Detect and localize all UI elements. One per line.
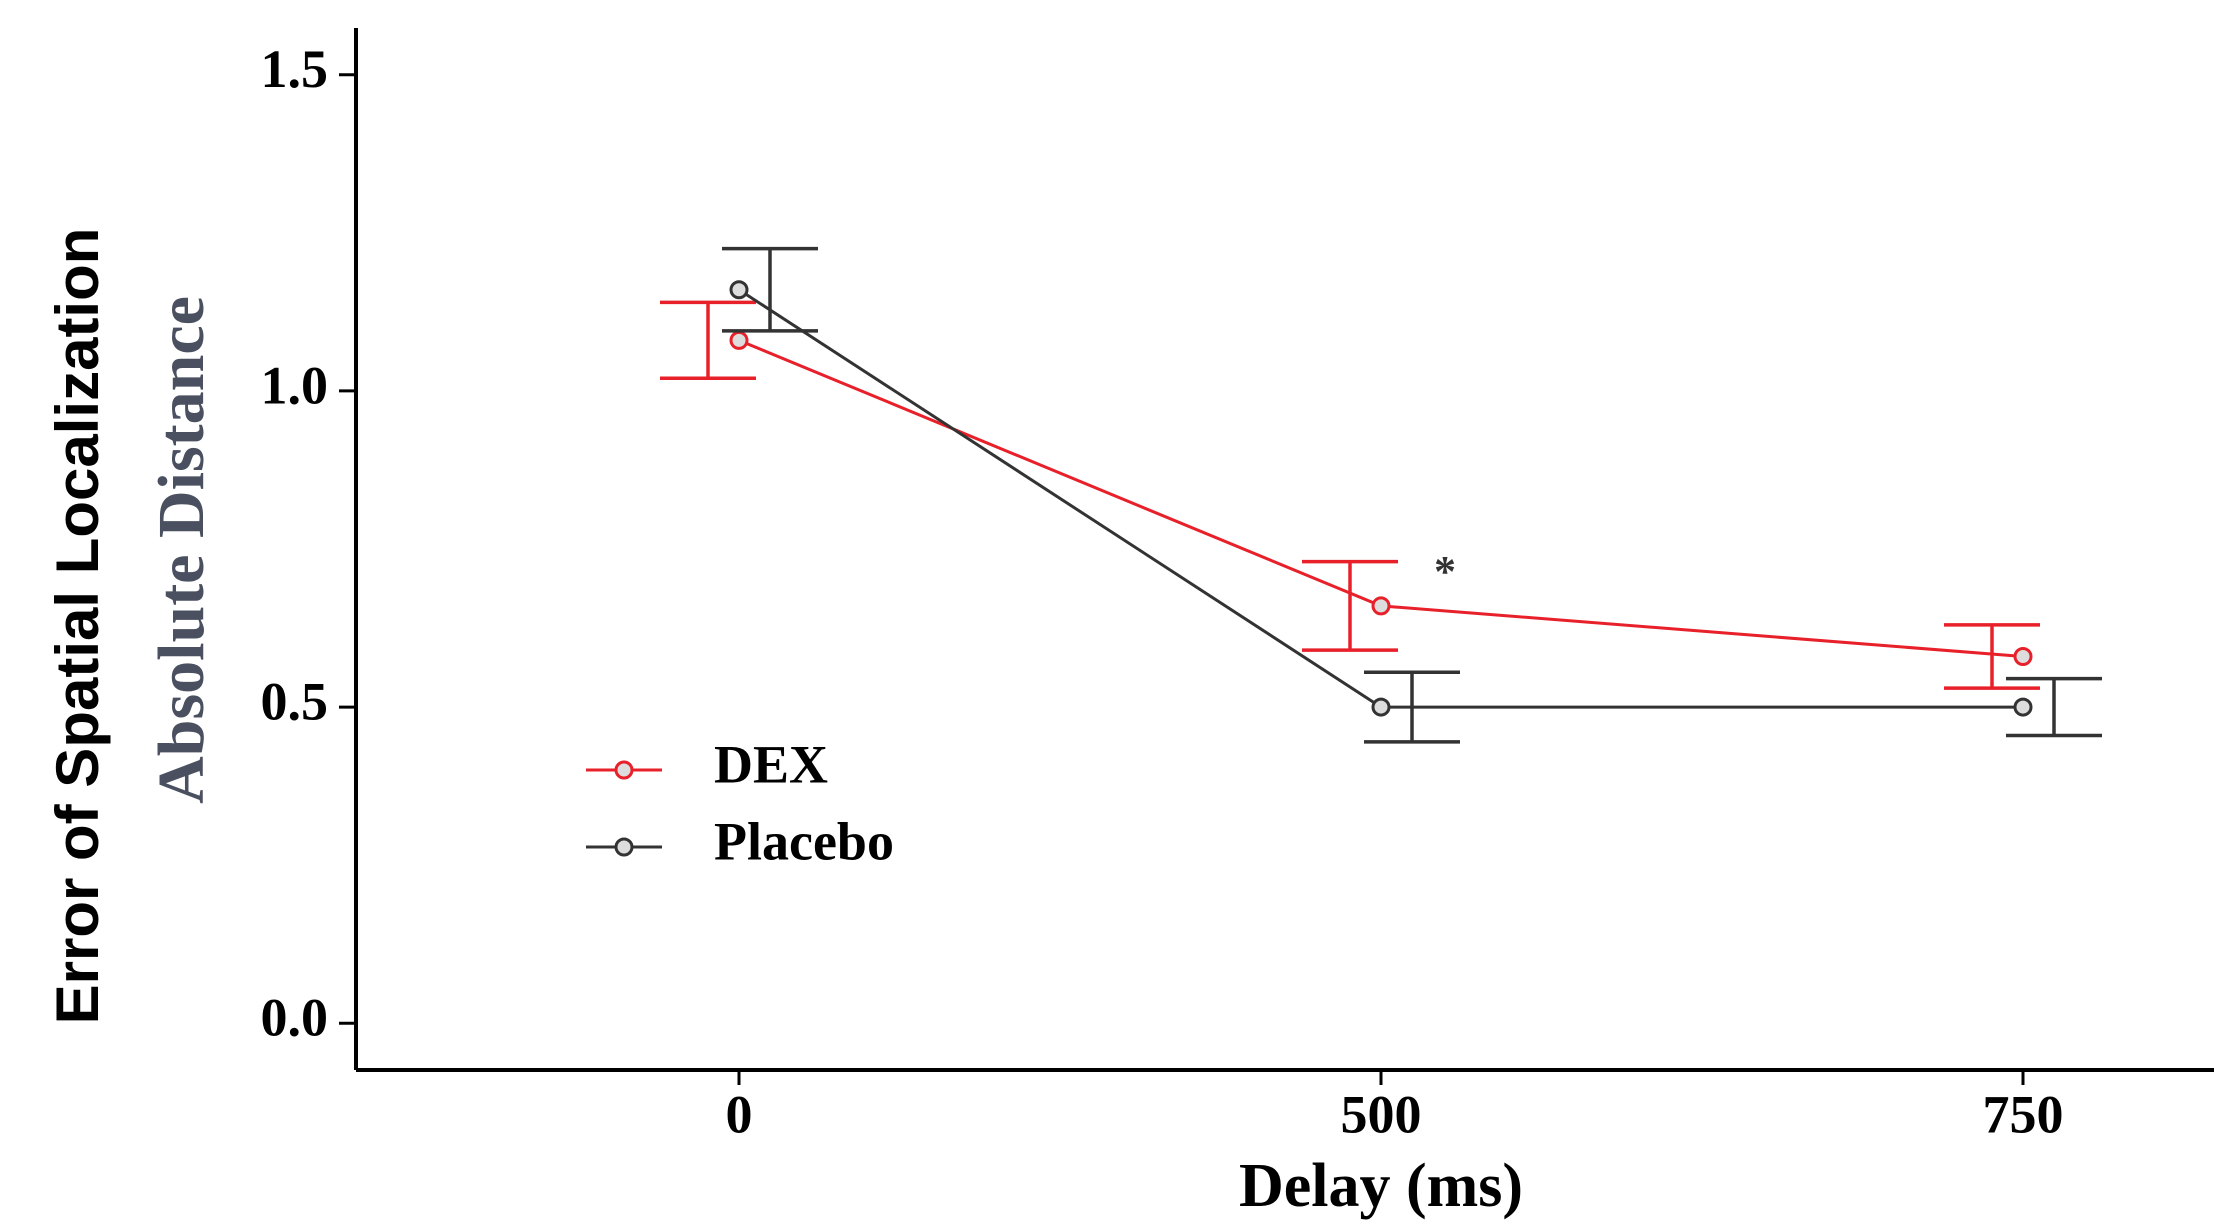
- y-tick-label: 1.0: [261, 355, 329, 415]
- annotation: *: [1434, 547, 1456, 596]
- error-bar: [2006, 676, 2102, 738]
- x-axis-label: Delay (ms): [1239, 1152, 1523, 1220]
- legend-marker: [614, 760, 634, 780]
- legend-label: DEX: [714, 734, 828, 794]
- point: [1371, 697, 1391, 717]
- point: [2013, 646, 2033, 666]
- y-tick-label: 1.5: [261, 39, 329, 99]
- legend-label: Placebo: [714, 811, 894, 871]
- error-bar: [660, 300, 756, 381]
- error-bar: [1944, 623, 2040, 690]
- point: [729, 280, 749, 300]
- x-tick-label: 500: [1341, 1084, 1422, 1144]
- legend-marker: [614, 837, 634, 857]
- point: [2013, 697, 2033, 717]
- y-tick-label: 0.0: [261, 988, 329, 1048]
- error-bar: [1364, 670, 1460, 744]
- error-bar: [1302, 559, 1398, 652]
- x-tick-label: 750: [1983, 1084, 2064, 1144]
- x-tick-label: 0: [726, 1084, 753, 1144]
- point: [729, 330, 749, 350]
- series-line: [738, 288, 2023, 709]
- y-axis-label: Absolute Distance: [145, 296, 218, 804]
- y-title: Error of Spatial Localization: [44, 228, 111, 1025]
- error-bar: [722, 246, 818, 333]
- point: [1371, 596, 1391, 616]
- y-tick-label: 0.5: [261, 671, 329, 731]
